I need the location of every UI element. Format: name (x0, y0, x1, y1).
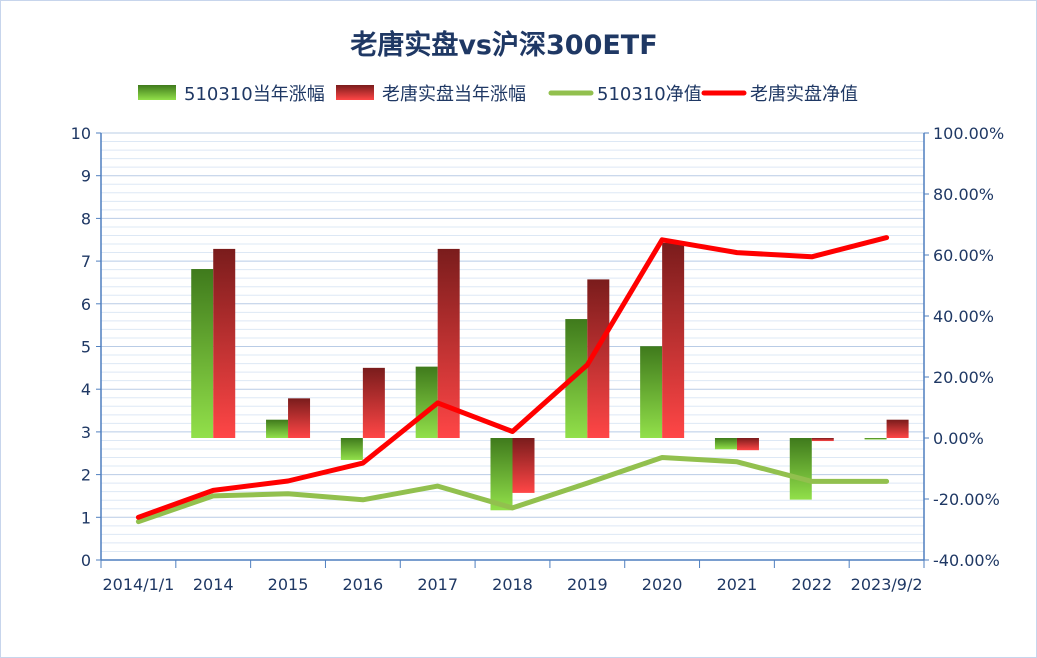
x-tick-label: 2015 (268, 575, 309, 594)
left-tick-label: 5 (81, 338, 91, 357)
line-laotang-nav (135, 235, 890, 520)
bar-510310 (266, 419, 289, 438)
right-tick-label: 20.00% (933, 368, 994, 387)
x-tick-label: 2022 (791, 575, 832, 594)
right-tick-label: -40.00% (933, 551, 1000, 570)
bar-510310 (415, 366, 438, 438)
bar-510310 (565, 319, 588, 438)
right-tick-label: 80.00% (933, 185, 994, 204)
x-tick-label: 2016 (343, 575, 384, 594)
bar-510310 (640, 346, 663, 438)
right-tick-label: 40.00% (933, 307, 994, 326)
right-tick-label: -20.00% (933, 490, 1000, 509)
bar-laotang (362, 367, 385, 438)
bar-laotang (736, 438, 759, 451)
bar-510310 (789, 438, 812, 500)
x-tick-label: 2020 (642, 575, 683, 594)
x-tick-label: 2018 (492, 575, 533, 594)
bar-laotang (587, 279, 610, 438)
left-tick-label: 1 (81, 508, 91, 527)
left-tick-label: 0 (81, 551, 91, 570)
bar-laotang (213, 248, 236, 438)
legend-swatch-bar (336, 85, 374, 100)
bar-laotang (437, 248, 460, 438)
left-tick-label: 3 (81, 423, 91, 442)
legend-label: 老唐实盘净值 (750, 84, 858, 105)
right-tick-label: 0.00% (933, 429, 984, 448)
bar-510310 (191, 269, 214, 438)
legend-label: 510310当年涨幅 (184, 84, 325, 105)
left-tick-label: 8 (81, 209, 91, 228)
left-tick-label: 4 (81, 380, 91, 399)
bar-510310 (340, 438, 363, 460)
left-tick-label: 2 (81, 466, 91, 485)
bar-laotang (886, 419, 909, 438)
left-tick-label: 6 (81, 295, 91, 314)
bar-laotang (512, 438, 535, 493)
right-tick-label: 100.00% (933, 124, 1004, 143)
legend-swatch-bar (138, 85, 176, 100)
bars (191, 242, 909, 511)
x-tick-label: 2014 (193, 575, 234, 594)
x-tick-label: 2014/1/1 (102, 575, 174, 594)
x-tick-label: 2023/9/2 (851, 575, 923, 594)
left-tick-label: 10 (71, 124, 91, 143)
legend-label: 510310净值 (597, 84, 702, 105)
axes: 0 1 2 3 4 5 6 7 8 9 10 -40.00% -20.00% 0.00% 20.00% 40.… (71, 124, 1005, 594)
bar-510310 (490, 438, 513, 511)
bar-510310 (714, 438, 737, 450)
chart-title: 老唐实盘vs沪深300ETF (350, 29, 657, 61)
line-510310-nav (135, 455, 890, 525)
x-tick-label: 2021 (717, 575, 758, 594)
bar-laotang (662, 242, 685, 438)
right-tick-label: 60.00% (933, 246, 994, 265)
x-tick-label: 2017 (417, 575, 458, 594)
bar-laotang (811, 438, 834, 442)
bar-510310 (864, 438, 887, 440)
x-tick-label: 2019 (567, 575, 608, 594)
legend-label: 老唐实盘当年涨幅 (382, 84, 526, 105)
bar-laotang (288, 398, 311, 438)
left-tick-label: 9 (81, 167, 91, 186)
lines (135, 235, 890, 525)
legend: 510310当年涨幅 老唐实盘当年涨幅 510310净值 老唐实盘净值 (138, 84, 858, 105)
left-tick-label: 7 (81, 252, 91, 271)
